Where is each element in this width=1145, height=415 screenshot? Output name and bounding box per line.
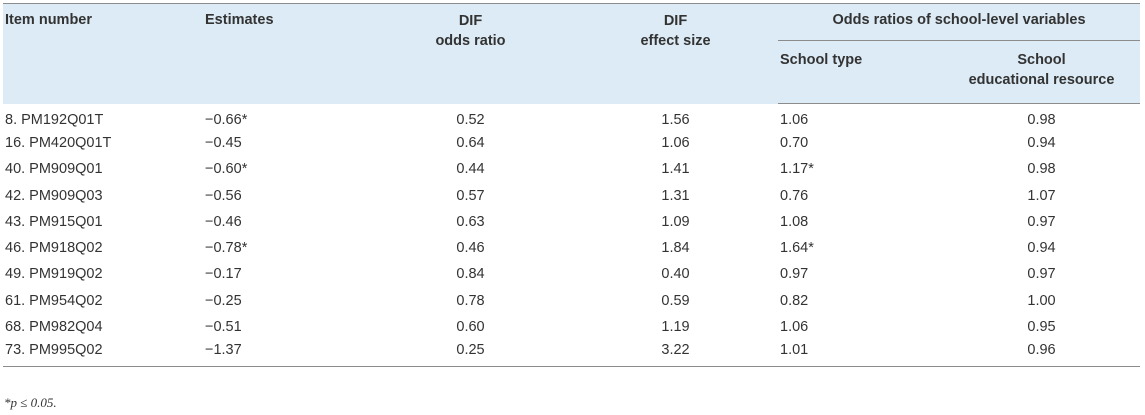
cell-estimate: −0.45	[205, 134, 242, 151]
cell-estimate: −0.78*	[205, 240, 248, 257]
cell-effect: 1.31	[661, 187, 690, 204]
cell-odds: 0.63	[456, 213, 485, 230]
cell-resource: 1.00	[1027, 292, 1056, 309]
cell-type: 1.64*	[780, 240, 814, 257]
cell-resource: 0.97	[1027, 213, 1056, 230]
table-row: 61. PM954Q02 −0.25 0.78 0.59 0.82 1.00	[3, 288, 1140, 314]
cell-estimate: −0.60*	[205, 161, 248, 178]
cell-odds: 0.44	[456, 161, 485, 178]
cell-type: 0.70	[780, 134, 809, 151]
cell-estimate: −0.51	[205, 319, 242, 336]
header-dif-odds-ratio: DIF odds ratio	[368, 3, 573, 104]
table-row: 68. PM982Q04 −0.51 0.60 1.19 1.06 0.95	[3, 314, 1140, 340]
table-row: 46. PM918Q02 −0.78* 0.46 1.84 1.64* 0.94	[3, 235, 1140, 261]
cell-effect: 1.19	[661, 319, 690, 336]
footnote: *p ≤ 0.05.	[4, 395, 57, 410]
header-dif-effect-size-line2: effect size	[640, 33, 711, 49]
cell-effect: 1.56	[661, 111, 690, 128]
cell-item: 61. PM954Q02	[5, 292, 103, 309]
header-school-resource: School educational resource	[943, 40, 1140, 104]
cell-resource: 0.96	[1027, 342, 1056, 359]
cell-odds: 0.52	[456, 111, 485, 128]
table-row: 43. PM915Q01 −0.46 0.63 1.09 1.08 0.97	[3, 209, 1140, 235]
table-row: 40. PM909Q01 −0.60* 0.44 1.41 1.17* 0.98	[3, 156, 1140, 182]
cell-odds: 0.46	[456, 240, 485, 257]
cell-item: 16. PM420Q01T	[5, 134, 112, 151]
header-item-number: Item number	[3, 3, 203, 104]
cell-resource: 0.98	[1027, 161, 1056, 178]
header-school-level-group: Odds ratios of school-level variables	[778, 3, 1140, 41]
cell-item: 68. PM982Q04	[5, 319, 103, 336]
cell-odds: 0.57	[456, 187, 485, 204]
cell-effect: 0.59	[661, 292, 690, 309]
cell-type: 1.17*	[780, 161, 814, 178]
cell-effect: 0.40	[661, 266, 690, 283]
header-school-type: School type	[778, 40, 943, 104]
table-row: 16. PM420Q01T −0.45 0.64 1.06 0.70 0.94	[3, 130, 1140, 156]
cell-estimate: −0.66*	[205, 111, 248, 128]
table-body: 8. PM192Q01T −0.66* 0.52 1.56 1.06 0.98 16. PM…	[3, 104, 1140, 367]
cell-estimate: −0.56	[205, 187, 242, 204]
header-school-resource-line1: School	[1017, 52, 1066, 68]
cell-resource: 0.98	[1027, 111, 1056, 128]
cell-type: 1.06	[780, 319, 809, 336]
dif-results-table: Item number Estimates DIF odds ratio DIF…	[3, 3, 1140, 367]
cell-type: 1.08	[780, 213, 809, 230]
cell-effect: 1.84	[661, 240, 690, 257]
cell-estimate: −1.37	[205, 342, 242, 359]
cell-resource: 1.07	[1027, 187, 1056, 204]
header-dif-effect-size-line1: DIF	[663, 13, 688, 29]
cell-estimate: −0.17	[205, 266, 242, 283]
cell-odds: 0.60	[456, 319, 485, 336]
cell-resource: 0.94	[1027, 134, 1056, 151]
cell-effect: 1.41	[661, 161, 690, 178]
table-row: 42. PM909Q03 −0.56 0.57 1.31 0.76 1.07	[3, 182, 1140, 208]
cell-resource: 0.95	[1027, 319, 1056, 336]
cell-item: 40. PM909Q01	[5, 161, 103, 178]
cell-item: 73. PM995Q02	[5, 342, 103, 359]
table-row: 8. PM192Q01T −0.66* 0.52 1.56 1.06 0.98	[3, 104, 1140, 130]
cell-estimate: −0.25	[205, 292, 242, 309]
cell-type: 1.01	[780, 342, 809, 359]
cell-odds: 0.25	[456, 342, 485, 359]
cell-estimate: −0.46	[205, 213, 242, 230]
cell-item: 8. PM192Q01T	[5, 111, 104, 128]
cell-odds: 0.84	[456, 266, 485, 283]
header-dif-odds-ratio-line1: DIF	[458, 13, 483, 29]
cell-item: 49. PM919Q02	[5, 266, 103, 283]
cell-type: 0.76	[780, 187, 809, 204]
header-school-resource-line2: educational resource	[968, 72, 1115, 88]
header-dif-odds-ratio-line2: odds ratio	[435, 33, 506, 49]
cell-odds: 0.78	[456, 292, 485, 309]
cell-type: 1.06	[780, 111, 809, 128]
cell-effect: 1.09	[661, 213, 690, 230]
header-estimates: Estimates	[203, 3, 368, 104]
table-header: Item number Estimates DIF odds ratio DIF…	[3, 3, 1140, 104]
cell-type: 0.82	[780, 292, 809, 309]
cell-odds: 0.64	[456, 134, 485, 151]
cell-item: 46. PM918Q02	[5, 240, 103, 257]
cell-resource: 0.97	[1027, 266, 1056, 283]
cell-item: 42. PM909Q03	[5, 187, 103, 204]
table-row: 49. PM919Q02 −0.17 0.84 0.40 0.97 0.97	[3, 261, 1140, 287]
cell-item: 43. PM915Q01	[5, 213, 103, 230]
cell-effect: 1.06	[661, 134, 690, 151]
table-row: 73. PM995Q02 −1.37 0.25 3.22 1.01 0.96	[3, 340, 1140, 366]
cell-effect: 3.22	[661, 342, 690, 359]
cell-resource: 0.94	[1027, 240, 1056, 257]
cell-type: 0.97	[780, 266, 809, 283]
header-dif-effect-size: DIF effect size	[573, 3, 778, 104]
